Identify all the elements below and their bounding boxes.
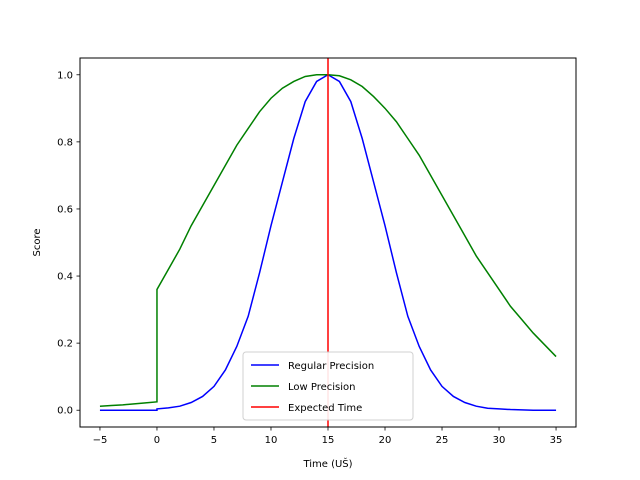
y-tick-label: 0.6 xyxy=(57,204,73,215)
legend-label: Low Precision xyxy=(288,382,356,393)
x-tick-label: 30 xyxy=(493,435,506,446)
x-tick-label: 10 xyxy=(265,435,278,446)
legend: Regular Precision Low Precision Expected T… xyxy=(242,351,414,421)
legend-label: Regular Precision xyxy=(288,361,374,372)
x-tick-label: 35 xyxy=(550,435,563,446)
y-axis-ticks: 0.0 0.2 0.4 0.6 0.8 1.0 xyxy=(57,70,80,417)
y-tick-label: 0.4 xyxy=(57,272,73,283)
x-tick-label: 25 xyxy=(436,435,449,446)
x-axis-label: Time (UŠ) xyxy=(302,457,352,470)
series-line-0 xyxy=(99,73,557,411)
y-tick-label: 1.0 xyxy=(57,70,73,81)
x-axis-ticks: −5 0 5 10 15 20 25 30 35 xyxy=(93,427,563,446)
x-tick-label: −5 xyxy=(93,435,108,446)
x-tick-label: 20 xyxy=(379,435,392,446)
legend-label: Expected Time xyxy=(288,403,362,414)
x-tick-label: 15 xyxy=(322,435,335,446)
y-tick-label: 0.8 xyxy=(57,137,73,148)
x-tick-label: 0 xyxy=(154,435,160,446)
series-line-1 xyxy=(99,74,557,407)
y-axis-label: Score xyxy=(32,228,43,256)
y-tick-label: 0.2 xyxy=(57,339,73,350)
legend-box xyxy=(242,351,414,421)
y-tick-label: 0.0 xyxy=(57,406,73,417)
x-tick-label: 5 xyxy=(211,435,217,446)
